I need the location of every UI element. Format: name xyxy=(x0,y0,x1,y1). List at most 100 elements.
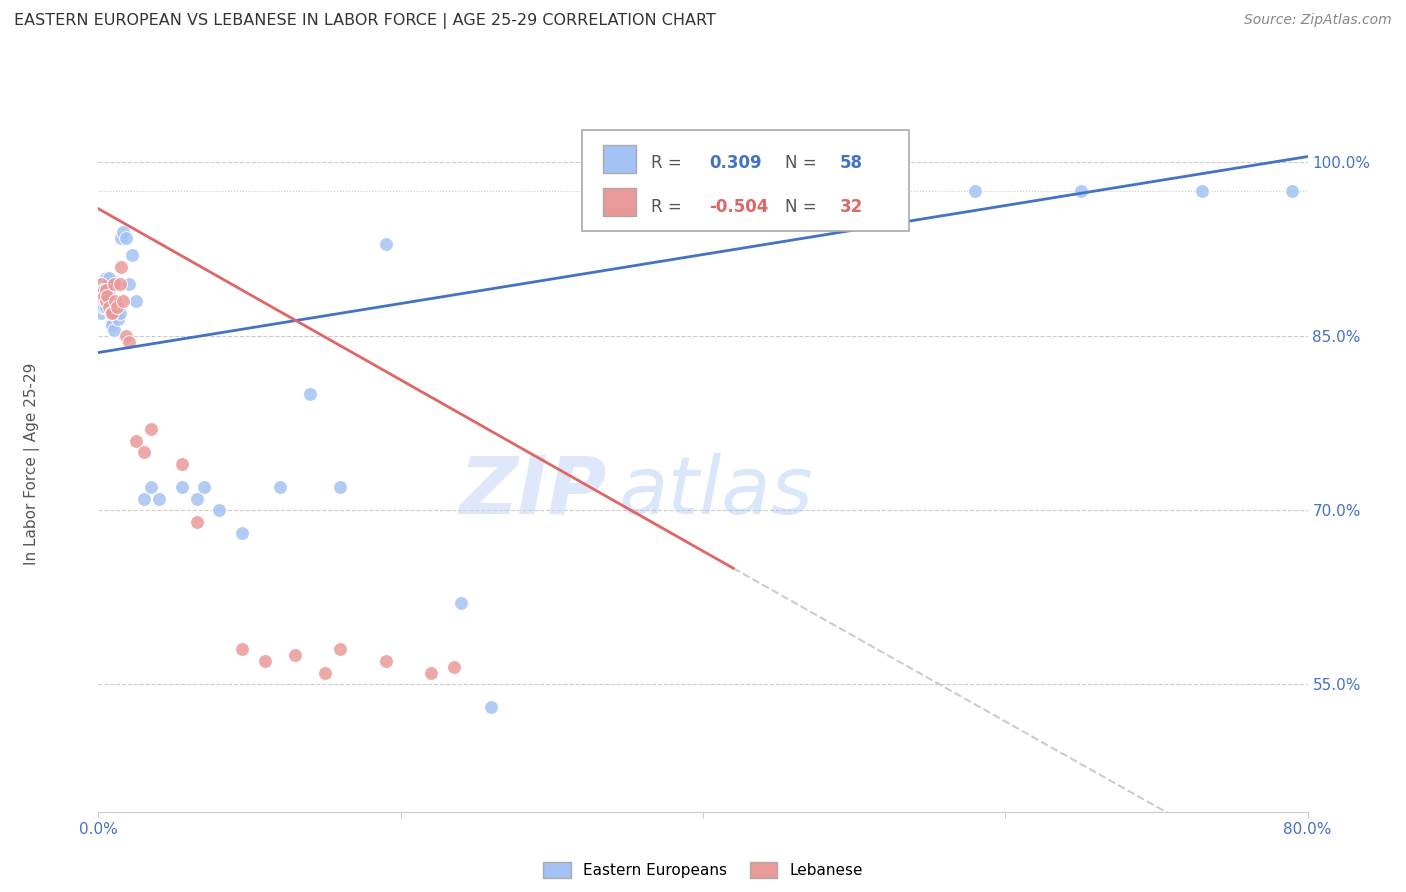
Point xyxy=(90,301,112,315)
Point xyxy=(93,283,115,297)
Text: 32: 32 xyxy=(839,198,863,216)
Text: R =: R = xyxy=(651,154,682,172)
Text: ZIP: ZIP xyxy=(458,452,606,531)
Point xyxy=(93,283,115,297)
Text: In Labor Force | Age 25-29: In Labor Force | Age 25-29 xyxy=(24,363,39,565)
Point xyxy=(90,294,112,309)
Point xyxy=(104,306,127,320)
Point xyxy=(98,301,121,315)
Point xyxy=(170,457,193,471)
Point xyxy=(98,294,121,309)
Text: EASTERN EUROPEAN VS LEBANESE IN LABOR FORCE | AGE 25-29 CORRELATION CHART: EASTERN EUROPEAN VS LEBANESE IN LABOR FO… xyxy=(14,13,716,29)
Point xyxy=(186,515,208,529)
Text: N =: N = xyxy=(785,198,817,216)
Point xyxy=(94,277,117,292)
Point xyxy=(101,306,124,320)
Point xyxy=(94,294,117,309)
Point xyxy=(100,306,122,320)
Point xyxy=(91,283,114,297)
Point xyxy=(98,283,121,297)
Point xyxy=(132,445,155,459)
Point xyxy=(110,260,132,274)
Point xyxy=(118,277,141,292)
Point xyxy=(208,503,231,517)
Point xyxy=(94,294,117,309)
Point xyxy=(104,294,127,309)
Point xyxy=(752,185,775,199)
Point xyxy=(100,318,122,332)
Point xyxy=(125,294,148,309)
Point xyxy=(93,301,115,315)
Point xyxy=(94,283,117,297)
Legend: Eastern Europeans, Lebanese: Eastern Europeans, Lebanese xyxy=(537,856,869,884)
Point xyxy=(93,289,115,303)
Point xyxy=(114,231,136,245)
Point xyxy=(141,480,163,494)
Point xyxy=(91,283,114,297)
Point xyxy=(193,480,215,494)
Text: -0.504: -0.504 xyxy=(709,198,769,216)
Point xyxy=(420,665,443,680)
Point xyxy=(374,654,396,668)
Point xyxy=(108,306,131,320)
Point xyxy=(231,526,253,541)
Point xyxy=(103,324,125,338)
Point xyxy=(111,294,134,309)
Text: R =: R = xyxy=(651,198,682,216)
Point xyxy=(103,277,125,292)
Point xyxy=(93,294,115,309)
FancyBboxPatch shape xyxy=(582,130,908,231)
Point xyxy=(269,480,291,494)
Point xyxy=(125,434,148,448)
Text: Source: ZipAtlas.com: Source: ZipAtlas.com xyxy=(1244,13,1392,28)
Point xyxy=(101,301,124,315)
Point xyxy=(108,277,131,292)
Point xyxy=(299,387,322,401)
Point xyxy=(91,301,114,315)
Point xyxy=(93,277,115,292)
Point xyxy=(314,665,336,680)
Point xyxy=(443,660,465,674)
Point xyxy=(1281,185,1303,199)
Point xyxy=(94,271,117,285)
Point xyxy=(91,277,114,292)
Point xyxy=(329,480,352,494)
Text: N =: N = xyxy=(785,154,817,172)
Point xyxy=(1191,185,1213,199)
Point xyxy=(170,480,193,494)
Point xyxy=(481,700,503,714)
Point xyxy=(105,306,128,320)
Point xyxy=(1070,185,1092,199)
Point xyxy=(94,301,117,315)
Point xyxy=(101,318,124,332)
Point xyxy=(103,306,125,320)
Point xyxy=(186,491,208,506)
Point xyxy=(96,277,118,292)
Text: 58: 58 xyxy=(839,154,863,172)
Point xyxy=(114,329,136,343)
Point xyxy=(132,491,155,506)
Point xyxy=(110,231,132,245)
Point xyxy=(231,642,253,657)
Point xyxy=(90,277,112,292)
Point xyxy=(141,422,163,436)
Point xyxy=(374,236,396,251)
Point xyxy=(121,248,143,262)
Point xyxy=(105,301,128,315)
Point xyxy=(90,306,112,320)
Point xyxy=(107,312,129,326)
Point xyxy=(253,654,276,668)
Point xyxy=(96,289,118,303)
Point xyxy=(965,185,987,199)
Point xyxy=(96,289,118,303)
Point xyxy=(98,271,121,285)
Point xyxy=(100,306,122,320)
Point xyxy=(94,289,117,303)
Point xyxy=(93,289,115,303)
Point xyxy=(111,225,134,239)
Point xyxy=(91,289,114,303)
Bar xyxy=(603,188,637,216)
Point xyxy=(118,335,141,350)
Bar xyxy=(603,145,637,173)
Point xyxy=(91,289,114,303)
